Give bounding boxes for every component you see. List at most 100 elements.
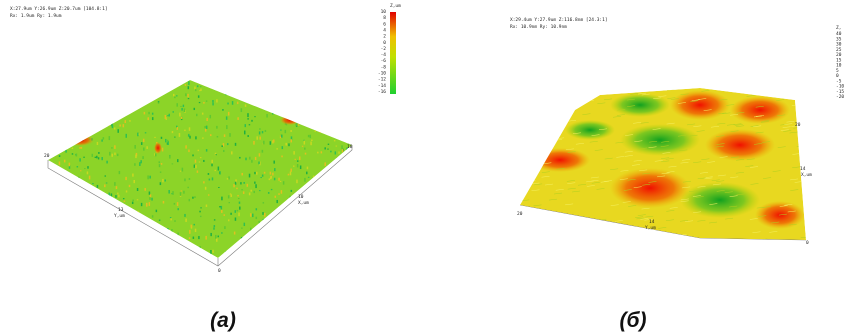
texture [97,185,99,188]
texture [64,160,66,163]
texture [241,189,243,190]
texture [92,254,94,255]
texture [180,192,182,196]
texture [66,134,94,146]
texture [259,153,261,156]
texture [319,201,321,202]
texture [49,232,51,234]
texture [156,210,158,212]
texture [610,230,618,231]
texture [308,177,310,178]
texture [808,121,816,122]
texture [97,218,99,221]
texture [276,209,278,211]
axis-label: 10 [298,194,304,200]
texture [229,202,231,203]
texture [189,237,191,239]
texture [146,252,148,255]
texture [95,90,97,92]
texture [141,142,143,145]
texture [143,147,145,150]
texture [329,80,331,83]
texture [545,232,553,233]
texture [331,82,333,86]
texture [609,227,617,228]
texture [297,160,299,161]
texture [302,84,304,88]
texture [330,151,332,153]
texture [304,148,306,150]
texture [551,239,559,240]
texture [123,198,125,199]
texture [119,171,121,174]
colorbar-label: -14 [378,83,386,89]
texture [55,211,57,215]
texture [341,243,343,246]
texture [79,135,81,139]
texture [810,133,818,134]
texture [69,116,71,119]
texture [116,186,118,189]
axis-label: 20 [44,153,50,159]
texture [62,182,64,185]
texture [68,194,70,196]
texture [339,90,341,91]
texture [51,119,53,120]
texture [341,117,343,120]
texture [317,235,319,239]
texture [162,148,164,152]
texture [206,118,208,121]
colorbar-label: 20 [836,52,842,58]
texture [268,108,270,109]
texture [65,88,67,89]
texture [100,94,102,96]
texture [331,212,333,214]
axis-label: 0 [218,268,221,274]
texture [162,179,164,182]
texture [212,250,214,253]
texture [297,164,299,167]
texture [197,170,199,172]
texture [119,124,121,126]
texture [110,201,112,203]
texture [348,249,350,252]
texture [334,204,336,205]
texture [170,217,172,218]
texture [311,140,313,141]
texture [251,160,253,163]
texture [202,137,204,138]
texture [296,113,298,117]
colorbar-label: -2 [381,46,387,52]
texture [96,213,98,215]
texture [254,182,256,184]
texture [344,96,346,97]
texture [58,182,60,185]
texture [124,201,126,202]
texture [48,212,50,214]
texture [144,112,146,115]
texture [809,147,817,148]
texture [311,198,313,202]
texture [322,205,324,209]
texture [235,182,237,185]
texture [213,227,215,229]
texture [280,181,282,182]
texture [338,87,340,88]
texture [319,88,321,91]
texture [258,161,260,164]
texture [86,86,88,88]
header: X:27.9um Y:26.9um Z:20.7um [104.8:1] [10,6,108,12]
texture [206,149,208,151]
colorbar-label: -12 [378,77,386,83]
surface [48,80,353,262]
colorbar-label: 10 [836,63,842,69]
texture [71,190,73,192]
texture [810,157,818,158]
texture [329,249,331,251]
texture [167,241,169,244]
colorbar-label: -20 [836,94,844,100]
texture [281,102,283,104]
texture [226,116,228,119]
texture [177,233,179,236]
texture [343,132,345,136]
